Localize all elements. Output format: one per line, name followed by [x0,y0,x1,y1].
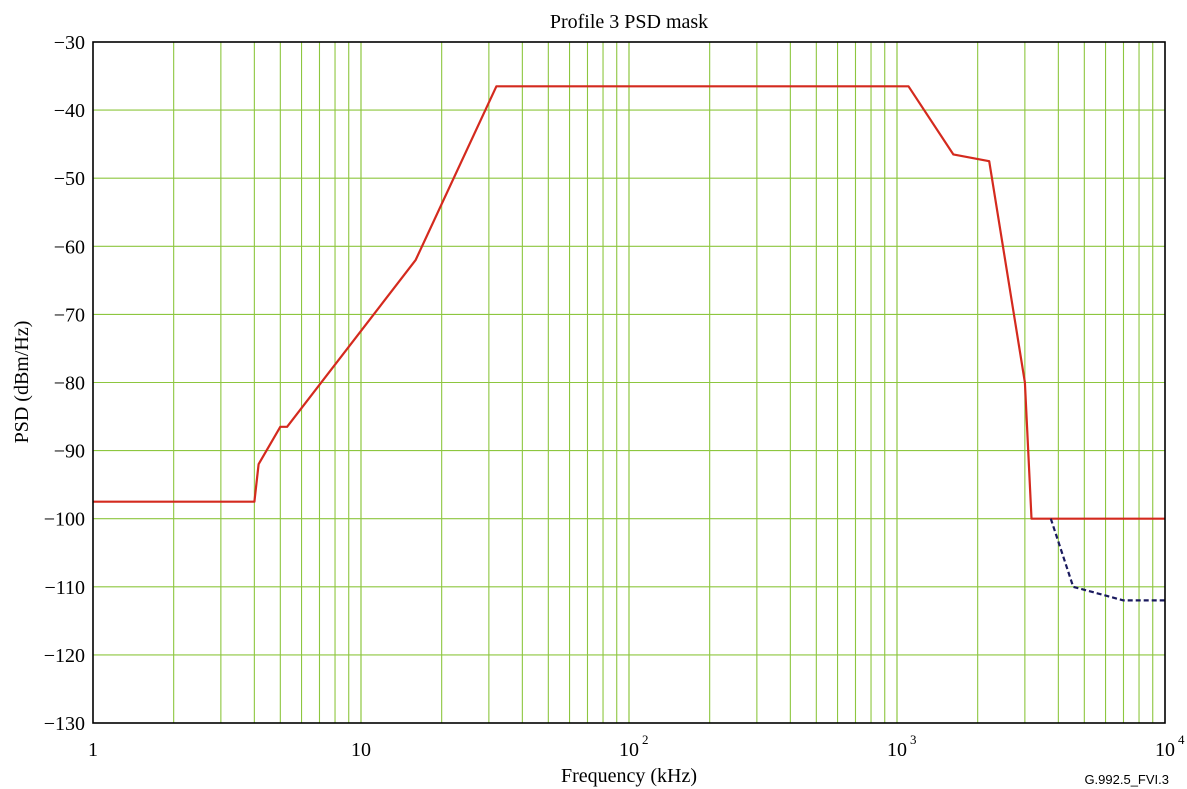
x-tick-labels: 1 10 10 2 10 3 10 4 [88,732,1185,761]
x-tick-label: 10 [887,739,907,761]
x-tick-label: 10 [351,739,371,761]
grid [93,42,1165,723]
x-tick-label: 10 [619,739,639,761]
x-tick-exponent: 2 [642,732,649,747]
y-tick-label: −80 [54,373,85,395]
x-tick-label: 10 [1155,739,1175,761]
plot-frame [92,41,1166,724]
y-tick-label: −110 [44,577,85,599]
y-tick-labels: −30 −40 −50 −60 −70 −80 −90 −100 −110 −120 −130 [44,32,85,735]
figure-id-annotation: G.992.5_FVI.3 [1084,772,1169,787]
x-tick-exponent: 3 [910,732,917,747]
x-axis-label: Frequency (kHz) [561,765,697,787]
series-group [93,85,1165,602]
series-line-2 [1049,518,1165,602]
y-axis-label: PSD (dBm/Hz) [11,321,33,444]
y-tick-label: −70 [54,304,85,326]
y-tick-label: −90 [54,441,85,463]
x-tick-label: 1 [88,739,98,761]
y-tick-label: −50 [54,168,85,190]
y-tick-label: −60 [54,236,85,258]
y-tick-label: −30 [54,32,85,54]
series-line-1 [93,85,1165,520]
x-tick-exponent: 4 [1178,732,1185,747]
y-tick-label: −130 [44,713,85,735]
y-tick-label: −120 [44,645,85,667]
y-tick-label: −40 [54,100,85,122]
chart-title: Profile 3 PSD mask [550,11,708,33]
y-tick-label: −100 [44,509,85,531]
